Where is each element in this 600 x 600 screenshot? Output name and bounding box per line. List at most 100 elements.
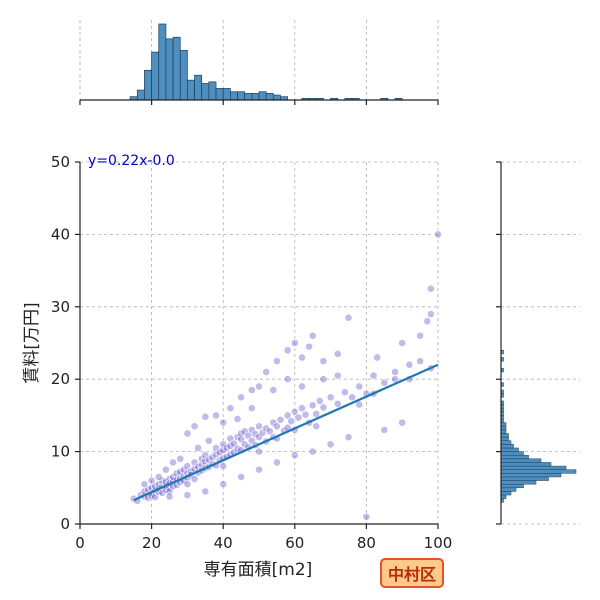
scatter-point-142 xyxy=(319,357,328,365)
right-hist-bar-1 xyxy=(500,494,507,499)
x-tick-label-0: 0 xyxy=(75,534,85,552)
fit-line xyxy=(133,363,439,502)
scatter-point-185 xyxy=(312,422,321,431)
right-hist-bar-5 xyxy=(500,480,537,485)
fit-equation-label: y=0.22x-0.0 xyxy=(88,153,175,169)
scatter-point-173 xyxy=(204,436,213,445)
top-hist-bar-12 xyxy=(215,88,224,101)
right-hist-bar-12 xyxy=(500,454,529,460)
right-hist-bar-13 xyxy=(500,451,524,456)
scatter-point-124 xyxy=(416,357,424,365)
scatter-point-174 xyxy=(194,444,203,452)
x-tick-label-3: 60 xyxy=(285,534,304,552)
top-hist-bar-14 xyxy=(230,91,238,101)
scatter-point-116 xyxy=(341,388,349,397)
scatter-point-176 xyxy=(169,458,177,467)
top-hist-bar-17 xyxy=(251,93,260,101)
scatter-point-148 xyxy=(423,317,432,326)
scatter-point-145 xyxy=(373,353,382,362)
scatter-point-108 xyxy=(301,410,310,419)
x-axis-label: 専有面積[m2] xyxy=(204,560,313,580)
scatter-point-171 xyxy=(247,404,256,413)
scatter-point-163 xyxy=(183,491,192,499)
top-hist-bar-15 xyxy=(237,91,246,101)
scatter-point-137 xyxy=(283,346,292,355)
right-hist-bar-10 xyxy=(500,462,552,467)
top-hist-bar-9 xyxy=(194,74,203,101)
right-hist-bar-21 xyxy=(500,422,507,427)
scatter-point-165 xyxy=(326,440,335,449)
right-hist-bar-16 xyxy=(500,440,512,445)
scatter-point-46 xyxy=(190,475,199,484)
top-hist-bar-8 xyxy=(187,79,195,101)
fit-line-group xyxy=(133,363,439,502)
right-hist-bar-2 xyxy=(500,491,512,496)
top-hist-bar-5 xyxy=(165,38,174,101)
top-hist-bar-19 xyxy=(265,93,274,101)
right-hist-bar-20 xyxy=(500,426,507,431)
y-tick-label-4: 40 xyxy=(51,225,70,243)
y-tick-label-0: 0 xyxy=(60,515,70,533)
scatter-point-120 xyxy=(369,371,378,380)
scatter-point-178 xyxy=(154,473,163,481)
tick-labels: 0 20 40 60 80 100 0 10 20 30 40 50 xyxy=(51,153,452,552)
scatter-point-167 xyxy=(333,371,342,380)
scatter-point-160 xyxy=(237,473,245,481)
scatter-point-134 xyxy=(255,382,263,391)
scatter-point-180 xyxy=(140,480,149,489)
scatter-point-138 xyxy=(290,339,299,347)
scatter-point-146 xyxy=(398,339,407,347)
top-hist-bar-16 xyxy=(244,93,253,101)
top-hist-bar-2 xyxy=(144,69,152,101)
x-tick-label-4: 80 xyxy=(357,534,376,552)
top-hist-bar-4 xyxy=(158,23,167,101)
top-hist-bar-11 xyxy=(208,81,217,101)
district-badge: 中村区 xyxy=(380,558,445,588)
scatter-point-135 xyxy=(262,368,271,376)
right-hist-bar-11 xyxy=(500,458,542,463)
scatter-point-150 xyxy=(426,284,435,293)
right-hist-bar-17 xyxy=(500,436,509,441)
scatter-point-130 xyxy=(219,418,228,427)
top-hist-bar-10 xyxy=(201,83,210,101)
scatter-point-155 xyxy=(344,433,353,442)
top-hist-bar-18 xyxy=(258,91,267,101)
scatter-point-162 xyxy=(201,487,210,496)
scatter-point-115 xyxy=(333,399,342,408)
right-hist-bar-8 xyxy=(500,469,577,474)
right-hist-bar-19 xyxy=(500,429,507,434)
scatter-point-159 xyxy=(255,465,263,474)
y-tick-label-3: 30 xyxy=(51,298,70,316)
right-hist-bar-6 xyxy=(500,476,549,481)
scatter-point-67 xyxy=(219,462,228,470)
scatter-point-110 xyxy=(308,401,317,410)
x-tick-label-5: 100 xyxy=(424,534,453,552)
scatter-point-140 xyxy=(305,342,314,351)
scatter-point-112 xyxy=(315,397,324,405)
scatter-point-143 xyxy=(333,349,342,358)
scatter-point-122 xyxy=(391,368,399,376)
scatter-point-89 xyxy=(255,422,263,431)
scatter-point-90 xyxy=(255,447,263,456)
scatter-point-99 xyxy=(276,415,285,424)
axes xyxy=(75,99,502,529)
scatter-point-170 xyxy=(269,386,278,394)
scatter-point-128 xyxy=(201,412,210,421)
scatter-point-164 xyxy=(165,492,174,501)
top-hist-bar-1 xyxy=(136,89,145,101)
scatter-point-168 xyxy=(298,382,306,391)
scatter-point-104 xyxy=(290,407,299,416)
scatter-point-139 xyxy=(298,353,306,362)
top-histogram-grid xyxy=(79,20,439,100)
right-hist-bar-3 xyxy=(500,487,517,492)
scatter-point-111 xyxy=(312,410,321,418)
scatter-point-158 xyxy=(272,458,281,467)
scatter-point-136 xyxy=(272,357,281,365)
scatter-point-107 xyxy=(298,404,306,413)
scatter-point-121 xyxy=(380,378,389,387)
scatter-point-147 xyxy=(416,331,424,340)
y-tick-label-5: 50 xyxy=(51,153,70,171)
right-hist-bar-7 xyxy=(500,473,562,478)
scatter-point-166 xyxy=(319,375,328,384)
